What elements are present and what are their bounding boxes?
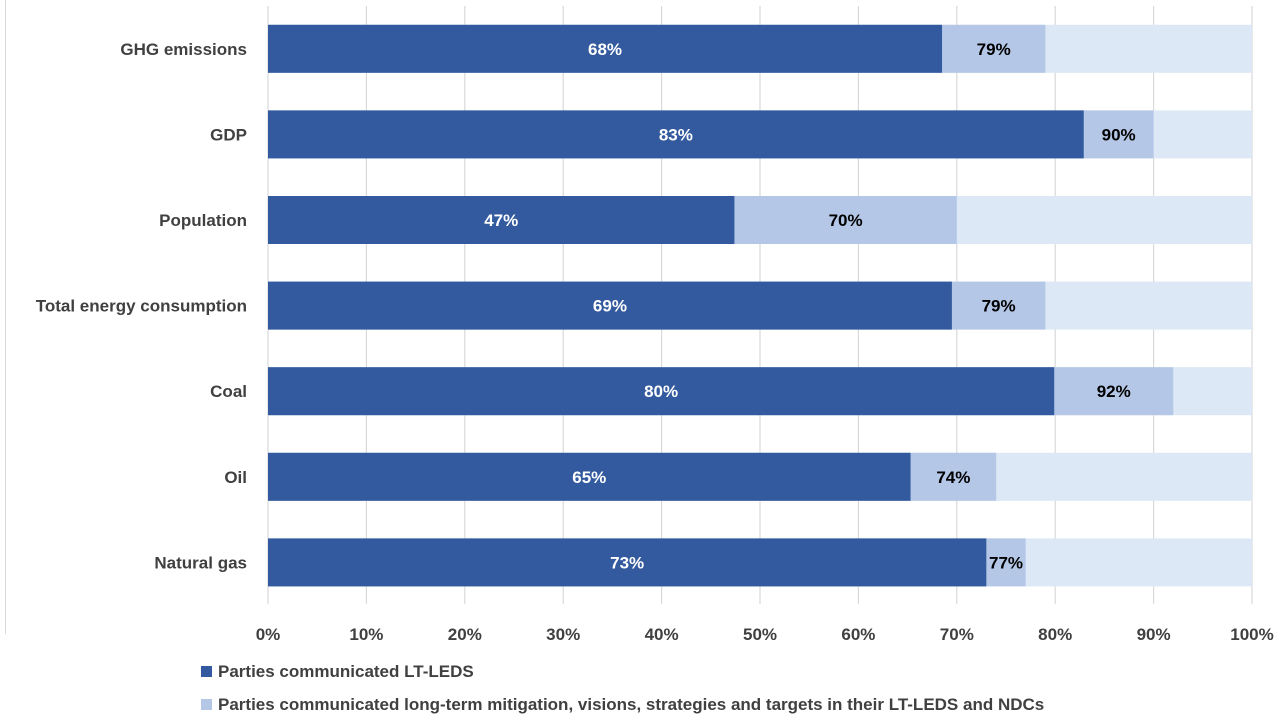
x-tick-label: 50% <box>743 625 777 644</box>
legend-entry: Parties communicated long-term mitigatio… <box>218 695 1044 714</box>
x-tick-label: 100% <box>1230 625 1273 644</box>
category-label: Population <box>159 211 247 230</box>
x-tick-label: 90% <box>1137 625 1171 644</box>
category-label: GHG emissions <box>120 40 247 59</box>
category-labels: GHG emissions GDP Population Total energy c… <box>36 40 247 573</box>
data-label-series-2: 70% <box>829 211 863 230</box>
x-tick-label: 80% <box>1038 625 1072 644</box>
data-label-series-2: 92% <box>1097 382 1131 401</box>
data-label-series-1: 47% <box>484 211 518 230</box>
bar-series-1 <box>268 110 1084 159</box>
category-label: Coal <box>210 382 247 401</box>
legend-swatch <box>201 699 212 710</box>
legend: Parties communicated LT-LEDS Parties comm… <box>201 662 1044 714</box>
category-label: GDP <box>210 125 247 144</box>
data-label-series-1: 69% <box>593 297 627 316</box>
data-label-series-2: 79% <box>977 40 1011 59</box>
data-label-series-2: 79% <box>982 297 1016 316</box>
bar-series-1 <box>268 281 952 330</box>
bar-series-1 <box>268 196 735 244</box>
data-label-series-1: 73% <box>610 553 644 572</box>
data-label-series-1: 83% <box>659 125 693 144</box>
x-tick-label: 40% <box>645 625 679 644</box>
x-tick-label: 30% <box>546 625 580 644</box>
bars-group: 68% 79% 83% 90% 47% 70% 69% 79% 80% 92% 65% 74% 73% 7… <box>268 24 1252 587</box>
x-tick-label: 10% <box>349 625 383 644</box>
legend-swatch <box>201 666 212 677</box>
bar-series-1 <box>268 452 911 501</box>
data-label-series-2: 74% <box>936 468 970 487</box>
bar-series-1 <box>268 367 1055 416</box>
bar-series-1 <box>268 538 987 587</box>
data-label-series-1: 65% <box>572 468 606 487</box>
left-border-line <box>5 0 6 634</box>
x-tick-label: 0% <box>256 625 281 644</box>
x-tick-label: 20% <box>448 625 482 644</box>
x-tick-labels: 0% 10% 20% 30% 40% 50% 60% 70% 80% 90% 100% <box>256 625 1274 644</box>
bar-series-1 <box>268 24 943 73</box>
category-label: Natural gas <box>154 553 247 572</box>
category-label: Oil <box>224 468 247 487</box>
x-tick-label: 60% <box>841 625 875 644</box>
data-label-series-2: 90% <box>1102 125 1136 144</box>
category-label: Total energy consumption <box>36 297 247 316</box>
data-label-series-2: 77% <box>989 553 1023 572</box>
data-label-series-1: 68% <box>588 40 622 59</box>
data-label-series-1: 80% <box>644 382 678 401</box>
legend-entry: Parties communicated LT-LEDS <box>218 662 474 681</box>
x-tick-label: 70% <box>940 625 974 644</box>
